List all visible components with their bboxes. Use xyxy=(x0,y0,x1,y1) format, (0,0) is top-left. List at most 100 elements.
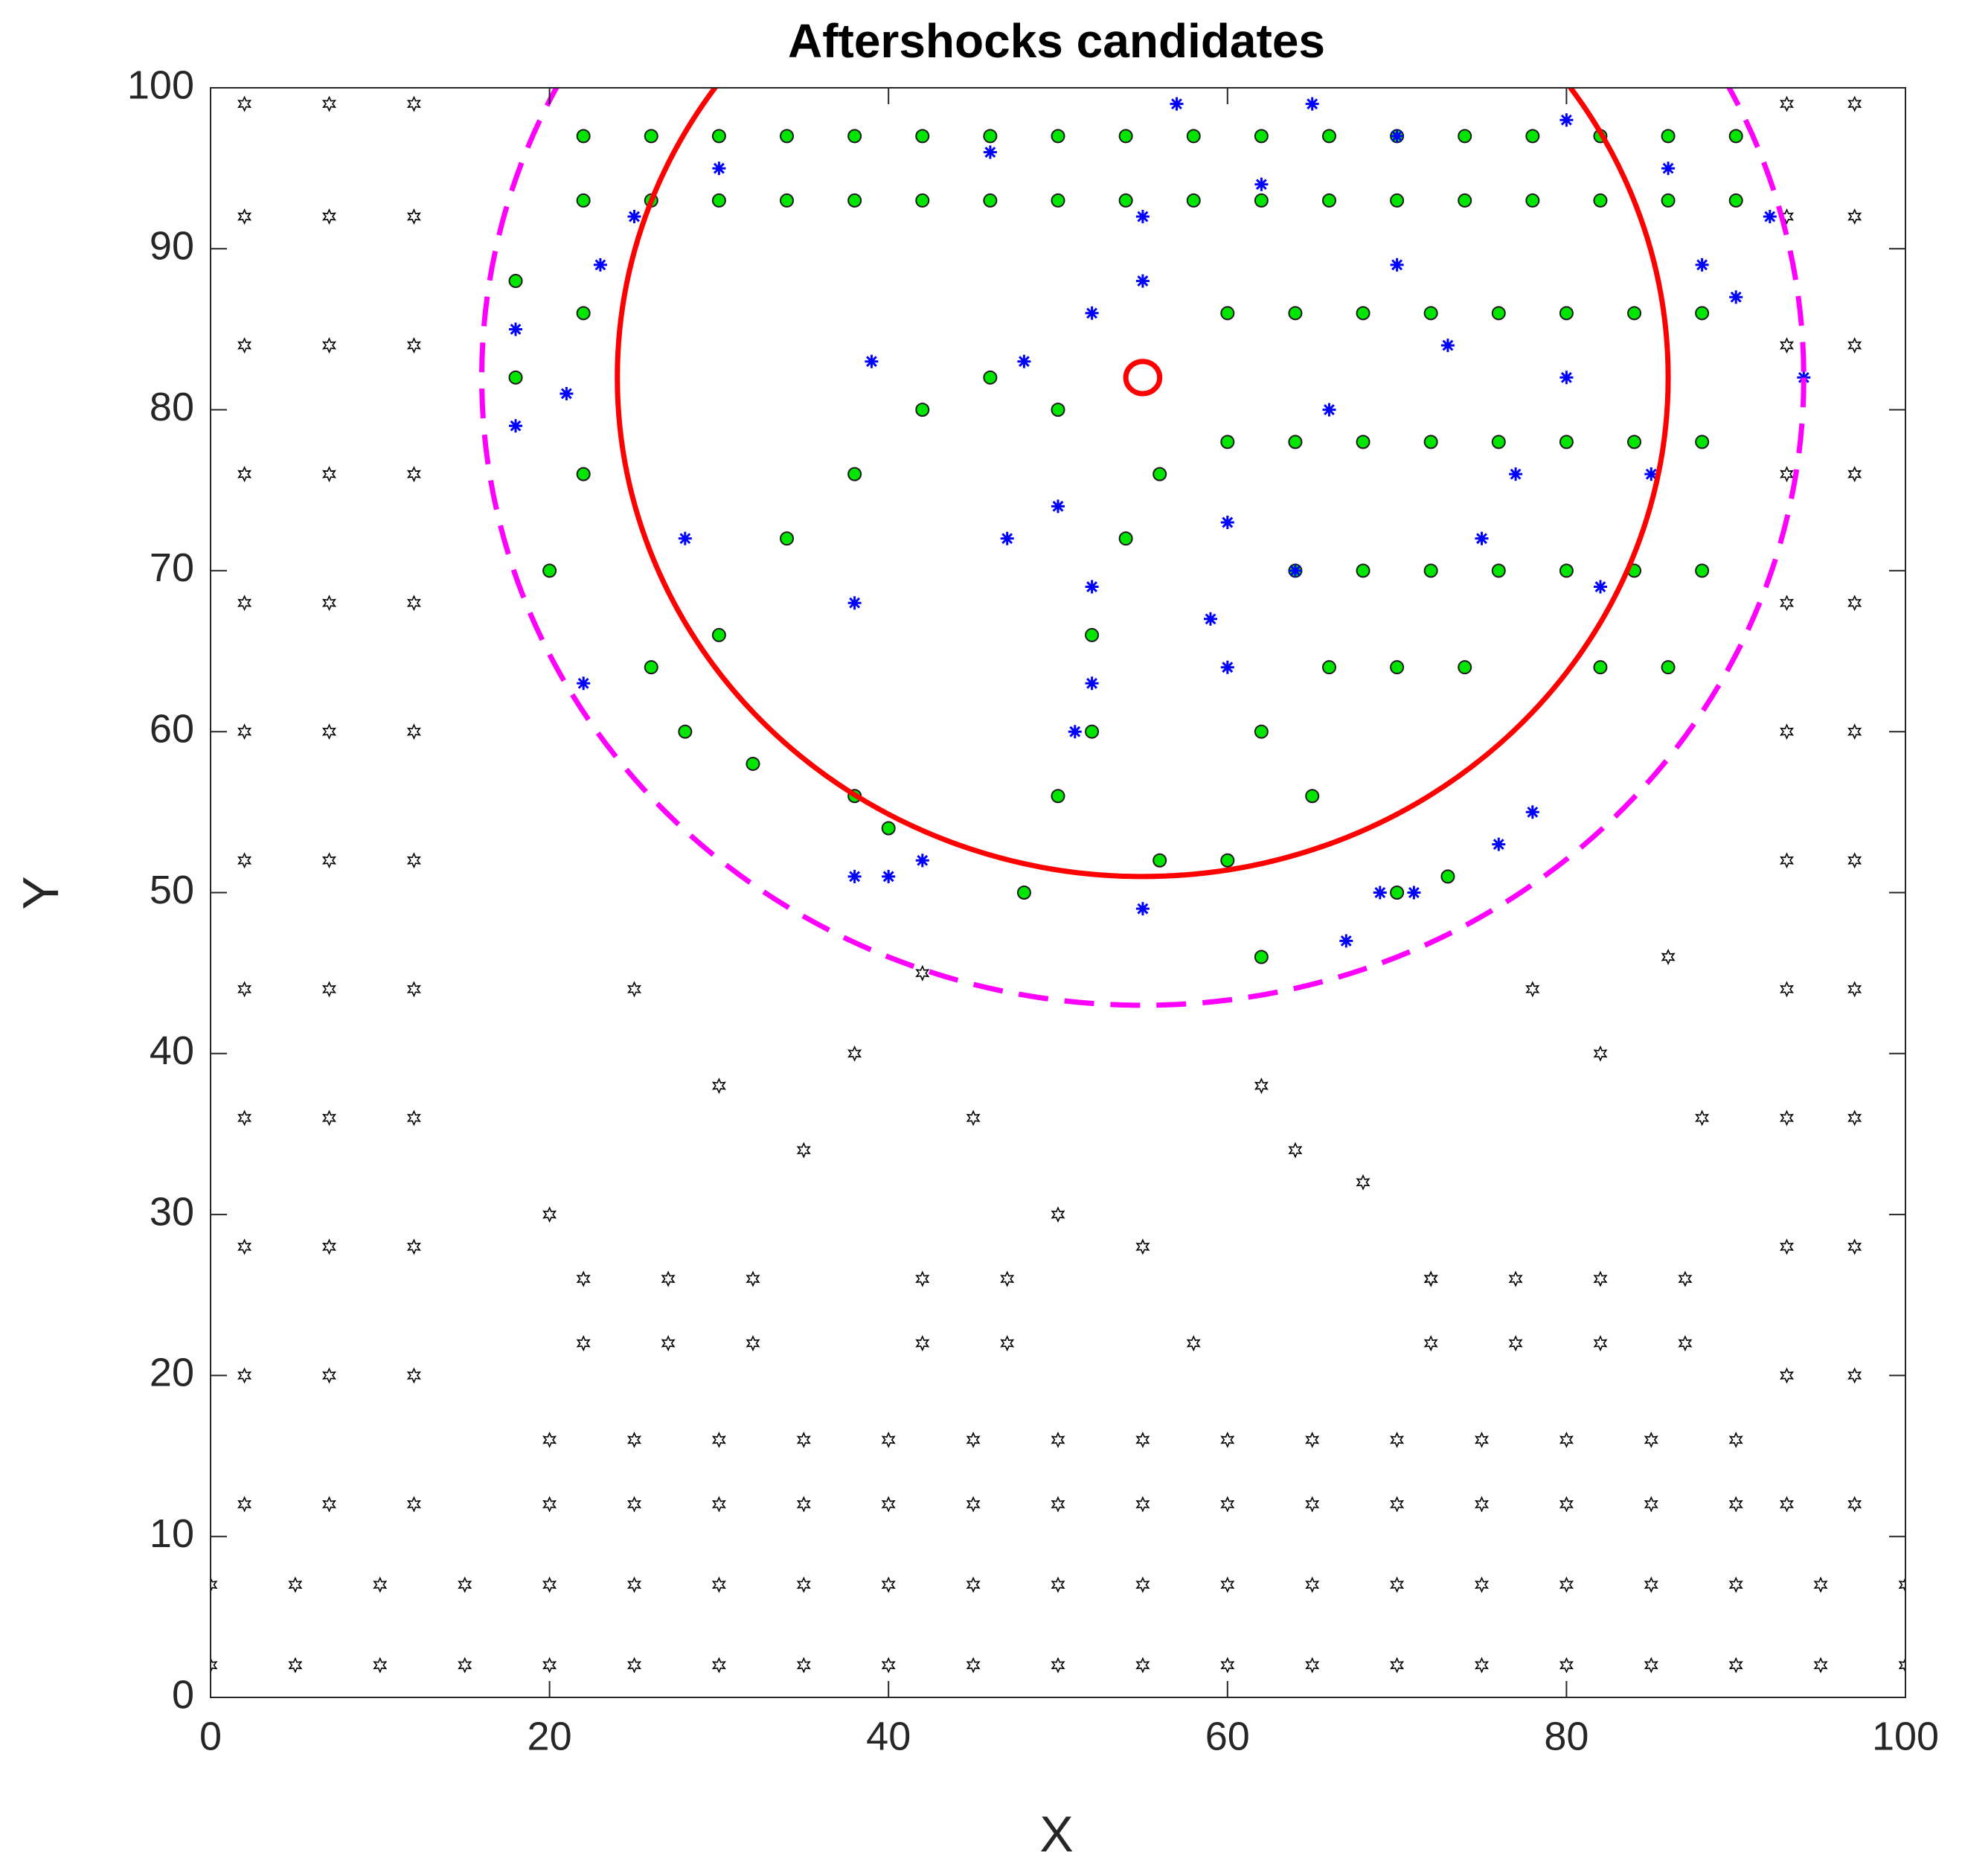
star-point xyxy=(1695,1110,1710,1127)
asterisk-point xyxy=(577,676,591,691)
circle-point xyxy=(1559,435,1574,449)
star-point xyxy=(1525,981,1540,998)
star-point xyxy=(1051,1431,1065,1448)
asterisk-point xyxy=(1373,886,1387,900)
circle-point xyxy=(1593,193,1608,208)
star-point xyxy=(1779,337,1795,354)
star-point xyxy=(237,981,252,998)
x-tick-label: 80 xyxy=(1544,1714,1588,1758)
star-point xyxy=(321,1367,337,1384)
y-tick-label: 90 xyxy=(150,224,194,269)
circle-point xyxy=(508,274,523,289)
star-point xyxy=(796,1496,811,1513)
star-point xyxy=(321,1496,337,1513)
star-point xyxy=(1508,1270,1523,1287)
asterisk-point xyxy=(1763,210,1777,223)
asterisk-point xyxy=(560,387,574,400)
circle-point xyxy=(1593,660,1608,675)
star-point xyxy=(1898,1656,1905,1674)
star-point xyxy=(1559,1496,1574,1513)
star-point xyxy=(1898,1576,1905,1593)
asterisk-point xyxy=(1017,354,1031,368)
star-point xyxy=(1305,1576,1320,1593)
star-point xyxy=(711,1656,726,1674)
circle-point xyxy=(847,467,862,481)
star-point xyxy=(406,466,421,483)
circle-point xyxy=(780,129,795,144)
circle-point xyxy=(1525,129,1540,144)
star-point xyxy=(1644,1496,1658,1513)
star-point xyxy=(746,1335,760,1352)
circle-point xyxy=(1695,435,1710,449)
circle-point xyxy=(1356,306,1370,321)
star-point xyxy=(576,1335,591,1352)
star-point xyxy=(542,1206,557,1223)
circle-point xyxy=(1085,627,1100,642)
circle-point xyxy=(847,193,862,208)
circle-point xyxy=(711,193,726,208)
circle-point xyxy=(1390,660,1405,675)
asterisk-point xyxy=(1305,97,1319,111)
star-point xyxy=(1779,95,1795,112)
star-point xyxy=(1644,1656,1658,1674)
circle-point xyxy=(1423,563,1438,578)
star-point xyxy=(1390,1431,1405,1448)
star-point xyxy=(542,1496,557,1513)
star-point xyxy=(1847,1238,1862,1255)
star-point xyxy=(237,1238,252,1255)
y-tick-label: 40 xyxy=(150,1028,194,1073)
asterisk-point xyxy=(1729,290,1743,304)
star-point xyxy=(1474,1496,1490,1513)
star-point xyxy=(321,466,337,483)
star-point xyxy=(796,1656,811,1674)
star-point xyxy=(1678,1270,1693,1287)
star-point xyxy=(321,852,337,869)
asterisk-point xyxy=(1085,580,1099,594)
star-point xyxy=(1474,1431,1490,1448)
circle-point xyxy=(915,403,930,417)
star-point xyxy=(237,337,252,354)
star-point xyxy=(373,1576,388,1593)
star-point xyxy=(321,95,337,112)
star-point xyxy=(373,1656,388,1674)
star-point xyxy=(1186,1335,1201,1352)
star-point xyxy=(237,1367,252,1384)
star-point xyxy=(1305,1496,1320,1513)
star-point xyxy=(1474,1656,1490,1674)
star-point xyxy=(1728,1431,1743,1448)
star-point xyxy=(796,1142,811,1159)
asterisk-point xyxy=(1068,725,1082,739)
circle-point xyxy=(1152,467,1167,481)
y-tick-label: 100 xyxy=(127,63,194,107)
star-point xyxy=(1847,852,1862,869)
circle-point xyxy=(1254,724,1269,739)
circle-point xyxy=(983,193,998,208)
star-point xyxy=(211,1576,218,1593)
star-point xyxy=(1593,1335,1608,1352)
star-point xyxy=(1728,1496,1743,1513)
asterisk-point xyxy=(1559,371,1574,385)
star-point xyxy=(1423,1270,1438,1287)
y-tick-label: 10 xyxy=(150,1511,194,1556)
circle-point xyxy=(1491,563,1506,578)
circle-point xyxy=(1661,193,1676,208)
circle-point xyxy=(711,129,726,144)
star-point xyxy=(1220,1576,1235,1593)
star-point xyxy=(881,1576,896,1593)
circle-point xyxy=(1423,306,1438,321)
star-point xyxy=(406,595,421,612)
asterisk-point xyxy=(1661,161,1676,176)
asterisk-point xyxy=(1288,563,1302,577)
solid-circle xyxy=(1123,359,1163,397)
circle-point xyxy=(1440,869,1455,884)
star-point xyxy=(847,1045,862,1062)
star-point xyxy=(1135,1656,1150,1674)
star-point xyxy=(1847,723,1862,740)
y-tick-label: 0 xyxy=(172,1672,194,1717)
star-point xyxy=(881,1656,896,1674)
star-point xyxy=(881,1496,896,1513)
solid-circle xyxy=(615,88,1671,880)
star-point xyxy=(542,1656,557,1674)
star-point xyxy=(321,981,337,998)
circle-point xyxy=(1321,660,1336,675)
